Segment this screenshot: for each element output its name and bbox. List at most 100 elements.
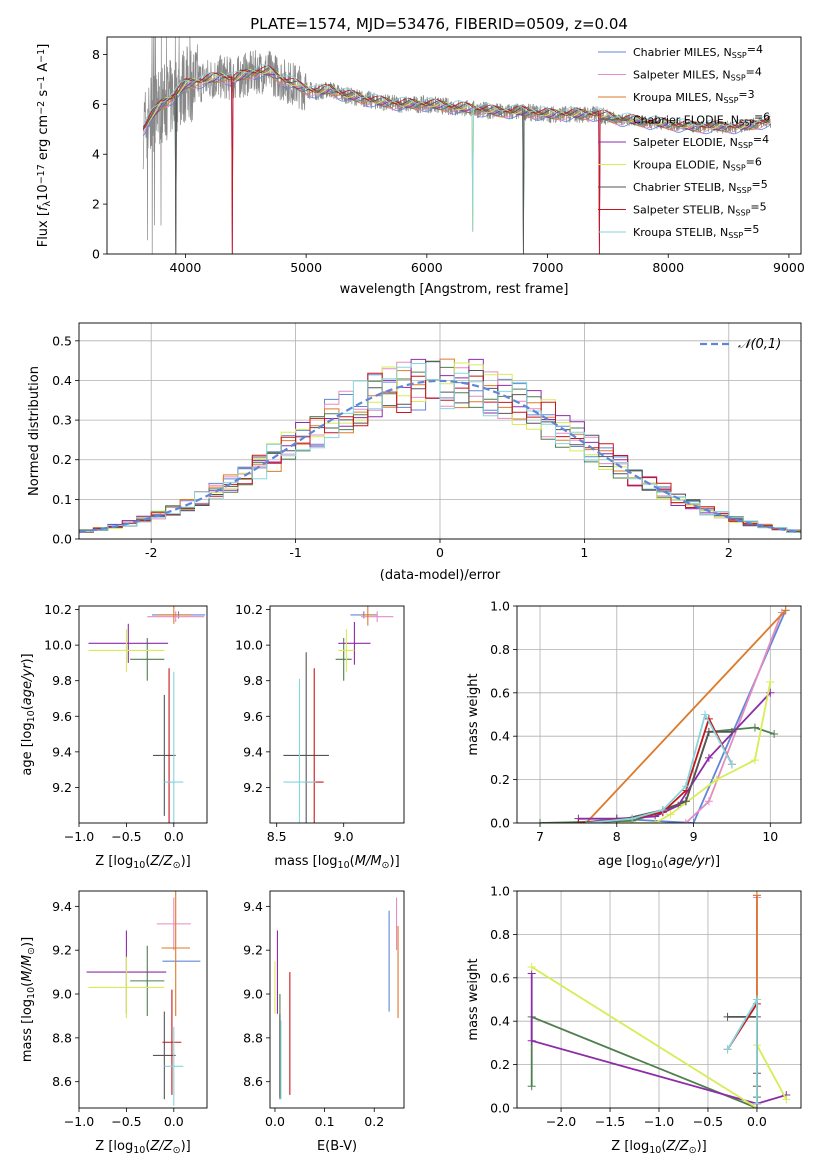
mass-vs-Z-ylabel-part: ⊙ [26, 947, 37, 955]
weight-series-2 [585, 609, 787, 823]
residuals-xtick-label: 2 [725, 545, 733, 560]
age-vs-Z-xtick-label: 0.0 [164, 829, 184, 844]
axes-frame [78, 322, 802, 540]
mass-vs-Z-ytick-label: 9.2 [52, 943, 72, 958]
age-vs-Z-ytick-label: 9.8 [52, 673, 72, 688]
weight-vs-age-xlabel-part: ( [663, 854, 668, 869]
residuals-ytick-label: 0.5 [52, 333, 72, 348]
weight-marker-8 [628, 814, 637, 823]
legend-sub: SSP [732, 51, 747, 60]
weight-series-7 [726, 1000, 758, 1104]
spectrum-xtick-label: 6000 [411, 260, 443, 275]
weight-marker-7 [574, 819, 583, 823]
legend-entry-6: Chabrier STELIB, NSSP=5 [633, 178, 768, 195]
weight-vs-Z-xlabel-part: )] [697, 1139, 707, 1154]
mass-vs-Z-panel: −1.0 −0.5 0.08.68.89.09.29.4Z [log10(Z/Z⊙)… [20, 890, 208, 1156]
mass-vs-EBV-ytick-label: 8.8 [243, 1030, 263, 1045]
mass-vs-EBV-ytick-label: 8.6 [243, 1074, 263, 1089]
residuals-xtick-label: -1 [289, 545, 301, 560]
weight-vs-Z-xlabel-part: Z/Z [665, 1139, 689, 1154]
weight-vs-Z-xlabel-part: 10 [649, 1145, 661, 1156]
age-vs-Z-ytick-label: 9.6 [52, 709, 72, 724]
mass-vs-Z-ylabel-part: 10 [26, 987, 37, 999]
spectrum-ylabel-part: −1 [36, 76, 47, 90]
gaussian-legend-label: 𝒩(0,1) [738, 337, 781, 352]
age-vs-Z-ylabel-part: ( [20, 705, 35, 710]
weight-marker-8 [752, 995, 761, 1004]
mass-vs-Z-xlabel-part: ⊙ [173, 1145, 181, 1156]
spectrum-ylabel: Flux [fλ10−17 erg cm−2 s−1 A−1] [36, 44, 53, 248]
age-vs-Z-ylabel: age [log10(age/yr)] [20, 653, 37, 775]
weight-vs-age-ytick-label: 0.2 [490, 772, 510, 787]
mass-vs-Z-xtick-label: 0.0 [164, 1114, 184, 1129]
spectrum-ytick-label: 2 [92, 197, 100, 212]
weight-vs-age-ytick-label: 0.0 [490, 816, 510, 831]
spectrum-plot-area [142, 37, 772, 254]
legend-sub: SSP [723, 96, 738, 105]
weight-marker-6 [727, 727, 736, 736]
legend-entry-7: Salpeter STELIB, NSSP=5 [633, 201, 767, 218]
legend-sub: SSP [731, 74, 746, 83]
legend-entry-5: Kroupa ELODIE, NSSP=6 [633, 156, 762, 173]
model-spectrum-2 [142, 70, 771, 232]
mass-vs-Z-ytick-label: 9.4 [52, 899, 72, 914]
mass-vs-Z-xlabel-part: Z [log [95, 1139, 133, 1154]
weight-marker-3 [770, 730, 779, 739]
mass-vs-EBV-xlabel-part: E(B-V) [317, 1139, 357, 1154]
legend-model-name: Kroupa ELODIE, N [633, 159, 731, 172]
weight-marker-8 [701, 710, 710, 719]
age-vs-Z-ylabel-part: age [log [20, 722, 35, 775]
weight-vs-age-xtick-label: 8 [613, 829, 621, 844]
mass-vs-EBV-ytick-label: 9.4 [243, 899, 263, 914]
legend-count: =6 [754, 111, 770, 124]
mass-vs-Z-ytick-label: 9.0 [52, 987, 72, 1002]
weight-vs-Z-xtick-label: −2.0 [546, 1114, 576, 1129]
weight-vs-age-xlabel-part: )] [710, 854, 720, 869]
residuals-ylabel-part: Normed distribution [27, 366, 42, 496]
axes-frame [269, 890, 405, 1109]
age-vs-Z-ytick-label: 10.2 [44, 602, 72, 617]
age-vs-mass-plot-area [283, 606, 394, 823]
residuals-ytick-label: 0.2 [52, 452, 72, 467]
axes-frame [106, 36, 802, 255]
legend-count: =5 [752, 178, 768, 191]
weight-marker-8 [752, 1099, 761, 1108]
weight-marker-6 [681, 797, 690, 806]
residuals-xlabel: (data-model)/error [380, 568, 501, 583]
weight-marker-2 [752, 891, 761, 900]
weight-series-4 [578, 692, 771, 820]
age-vs-mass-xtick-label: 8.5 [267, 829, 287, 844]
legend-model-name: Chabrier MILES, N [633, 46, 732, 59]
legend-entry-0: Chabrier MILES, NSSP=4 [633, 43, 763, 60]
weight-series-8 [726, 996, 758, 1104]
age-vs-Z-xlabel-part: Z [log [95, 854, 133, 869]
age-vs-mass-xlabel-part: )] [390, 854, 400, 869]
age-vs-mass-ytick-label: 9.6 [243, 709, 263, 724]
spectrum-panel: 4000 5000 6000 7000 8000 9000 0 2 4 6 8 wavelength … [36, 36, 805, 297]
mass-vs-Z-ylabel-part: ( [20, 982, 35, 987]
weight-marker-8 [681, 782, 690, 791]
legend-sub: SSP [735, 209, 750, 218]
weight-marker-1 [681, 819, 690, 823]
weight-vs-age-ytick-label: 0.6 [490, 685, 510, 700]
weight-vs-Z-plot-area [527, 891, 791, 1108]
legend-model-name: Kroupa STELIB, N [633, 226, 728, 239]
spectrum-ytick-label: 6 [92, 97, 100, 112]
weight-vs-Z-xlabel: Z [log10(Z/Z⊙)] [611, 1139, 706, 1156]
axes-frame [78, 605, 208, 824]
weight-vs-Z-xlabel-part: Z [log [611, 1139, 649, 1154]
mass-vs-EBV-plot-area [274, 897, 399, 1100]
spectrum-xtick-label: 4000 [170, 260, 202, 275]
model-spectrum-8 [142, 64, 771, 232]
age-vs-Z-xtick-label: −0.5 [111, 829, 141, 844]
legend-sub: SSP [728, 231, 743, 240]
mass-vs-Z-ylabel-part: mass [log [20, 999, 35, 1062]
weight-series-3 [539, 726, 775, 823]
weight-vs-age-xlabel: age [log10(age/yr)] [598, 854, 720, 871]
weight-series-8 [586, 712, 733, 823]
model-spectrum-1 [142, 71, 771, 254]
age-vs-mass-xlabel-part: 10 [338, 860, 350, 871]
weight-vs-age-plot-area [536, 606, 790, 823]
legend-model-name: Chabrier STELIB, N [633, 181, 737, 194]
legend-sub: SSP [737, 186, 752, 195]
